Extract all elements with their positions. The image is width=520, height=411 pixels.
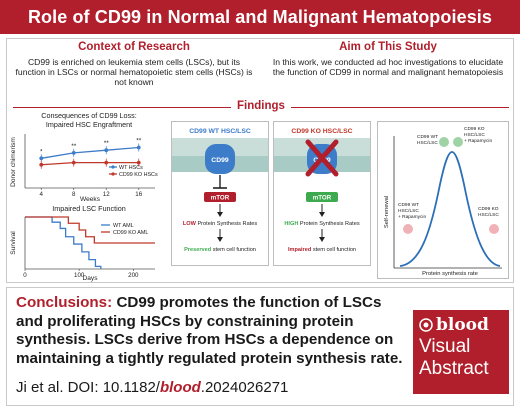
top-section: Context of Research CD99 is enriched on … [6,38,514,283]
context-text: CD99 is enriched on leukemia stem cells … [15,57,253,88]
bell-curve-panel: Self-renewal CD99 WT HSC/LSC CD99 KO HSC… [377,121,509,279]
logo-line-1: Visual [419,336,471,357]
findings-heading: Findings [237,100,285,112]
bell-curve-chart: Self-renewal CD99 WT HSC/LSC CD99 KO HSC… [384,126,502,277]
conclusion-label: Conclusions: [16,294,113,311]
wt-cd99-receptor [205,144,235,174]
engraftment-legend-dot [111,172,115,176]
engraftment-chart-title-2: Impaired HSC Engraftment [46,120,132,129]
bell-annot-ko: CD99 KO HSC/LSC [478,206,500,218]
ko-arrowhead-2 [319,237,325,242]
survival-x-tick-label: 0 [23,272,27,279]
engraftment-x-tick-label: 16 [135,191,142,198]
survival-legend-label: CD99 KO AML [113,230,148,236]
ko-rapa-peak-marker [453,137,463,147]
engraftment-x-tick-label: 4 [40,191,44,198]
survival-x-tick-label: 100 [74,272,85,279]
findings-divider-right [291,107,509,108]
engraftment-series-line [41,146,139,159]
engraftment-chart-title-1: Consequences of CD99 Loss: [41,111,137,120]
page-title: Role of CD99 in Normal and Malignant Hem… [0,0,520,34]
findings-divider-left [13,107,231,108]
wt-effect-text: Preserved stem cell function [184,247,256,253]
survival-x-label: Days [82,275,98,282]
bell-y-label: Self-renewal [384,196,390,228]
engraftment-series-line [41,161,139,166]
engraftment-significance: ** [104,140,110,147]
conclusion-body: CD99 promotes the function of LSCs and p… [16,294,403,367]
conclusion-text: Conclusions: CD99 promotes the function … [16,294,408,368]
engraftment-y-label: Donor chimerism [10,137,17,187]
engraftment-x-tick-label: 12 [103,191,110,198]
ko-mechanism-diagram: CD99 KO HSC/LSC CD99 mTOR HIGH Protein S… [274,128,370,253]
survival-legend-label: WT AML [113,223,134,229]
blood-drop-icon [419,318,433,332]
blood-visual-abstract-logo: blood Visual Abstract [413,310,509,394]
bell-curve-line [399,151,501,267]
bell-annot-wt: CD99 WT HSC/LSC [417,134,439,146]
ko-rate-text: HIGH Protein Synthesis Rates [284,221,359,227]
wt-arrowhead-1 [217,212,223,217]
engraftment-significance: ** [71,143,77,150]
citation: Ji et al. DOI: 10.1182/blood.2024026271 [16,379,289,396]
aim-text: In this work, we conducted ad hoc invest… [272,57,504,78]
ko-mechanism-panel: CD99 KO HSC/LSC CD99 mTOR HIGH Protein S… [273,121,371,266]
wt-receptor-label: CD99 [211,157,229,164]
survival-series-line [25,216,102,269]
ko-cross-icon [305,139,339,177]
wt-mtor-label: mTOR [211,195,230,202]
wt-mtor-box [204,192,236,202]
engraftment-chart: Consequences of CD99 Loss: Impaired HSC … [10,111,158,203]
bell-annot-wt-rapa: CD99 WT HSC/LSC + Rapamycin [398,202,426,220]
wt-mechanism-diagram: CD99 WT HSC/LSC CD99 mTOR LOW Protein Sy… [172,128,268,253]
survival-series-line [25,216,155,244]
ko-panel-title: CD99 KO HSC/LSC [291,128,352,135]
bell-annot-ko-rapa: CD99 KO HSC/LSC + Rapamycin [464,126,492,144]
aim-heading: Aim of This Study [339,41,437,53]
survival-y-label: Survival [10,231,17,255]
engraftment-significance: * [40,148,43,155]
engraftment-legend-label: CD99 KO HSCs [119,172,158,178]
survival-x-tick-label: 200 [128,272,139,279]
engraftment-x-label: Weeks [80,196,101,203]
bell-x-label: Protein synthesis rate [422,271,478,277]
ko-mtor-box [306,192,338,202]
survival-chart: Impaired LSC Function Survival 0 100 200 W… [10,204,155,282]
context-heading: Context of Research [78,41,190,53]
conclusion-section: Conclusions: CD99 promotes the function … [6,287,514,406]
wt-rate-text: LOW Protein Synthesis Rates [183,221,258,227]
wt-panel-title: CD99 WT HSC/LSC [189,128,251,135]
logo-line-2: Abstract [419,358,489,379]
wt-arrowhead-2 [217,237,223,242]
wt-rapa-marker [403,224,413,234]
engraftment-legend-dot [111,165,115,169]
ko-effect-text: Impaired stem cell function [288,247,356,253]
ko-marker [489,224,499,234]
engraftment-x-tick-label: 8 [72,191,76,198]
engraftment-significance: ** [136,138,142,145]
wt-peak-marker [439,137,449,147]
wt-mechanism-panel: CD99 WT HSC/LSC CD99 mTOR LOW Protein Sy… [171,121,269,266]
ko-arrowhead-1 [319,212,325,217]
ko-mtor-label: mTOR [313,195,332,202]
logo-brand: blood [419,315,503,335]
engraftment-legend-label: WT HSCs [119,165,143,171]
survival-chart-title: Impaired LSC Function [52,204,126,213]
